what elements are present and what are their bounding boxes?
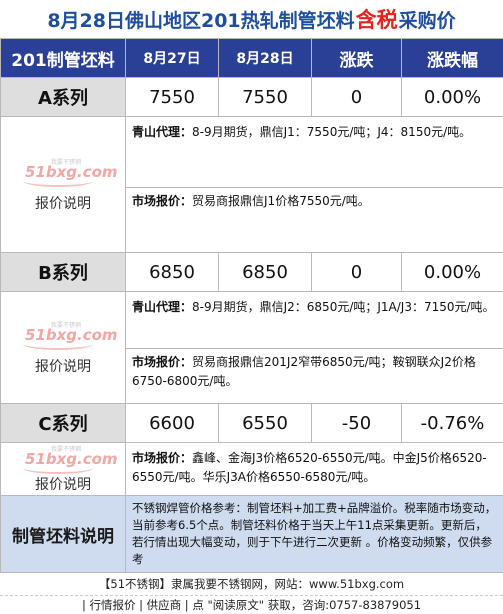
note-bold: 市场报价：: [132, 355, 192, 369]
table-row: C系列 6600 6550 -50 -0.76%: [1, 404, 503, 443]
note-label-cell: 我要不锈钢 51bxg.com 报价说明: [1, 443, 126, 496]
note-block-1: 市场报价：鑫峰、金海J3价格6520-6550元/吨。中金J5价格6520-65…: [132, 445, 497, 491]
title-part1: 8月28日佛山地区201热轧制管坯料: [47, 6, 354, 33]
header-date-27: 8月27日: [126, 39, 219, 78]
header-date-28: 8月28日: [219, 39, 312, 78]
page-title: 8月28日佛山地区201热轧制管坯料含税采购价: [0, 0, 503, 38]
price-27: 7550: [126, 78, 219, 117]
series-name: C系列: [1, 404, 126, 443]
bottom-line-1: 【51不锈钢】隶属我要不锈钢网，网站：www.51bxg.com: [0, 576, 503, 593]
footer-row: 制管坯料说明 不锈钢焊管价格参考：制管坯料+加工费+品牌溢价。税率随市场变动，当…: [1, 496, 503, 573]
price-change: -50: [312, 404, 402, 443]
note-block-2: 市场报价：贸易商报鼎信201J2窄带6850元/吨；鞍钢联众J2价格6750-6…: [126, 348, 503, 401]
price-change-pct: -0.76%: [402, 404, 503, 443]
watermark-logo: 我要不锈钢 51bxg.com: [25, 320, 101, 348]
watermark-arc: [23, 338, 93, 350]
footer-label: 制管坯料说明: [1, 496, 126, 573]
footer-text: 不锈钢焊管价格参考：制管坯料+加工费+品牌溢价。税率随市场变动，当前参考6.5个…: [126, 496, 503, 573]
note-row: 我要不锈钢 51bxg.com 报价说明 青山代理：8-9月期货，鼎信J2：68…: [1, 292, 503, 404]
series-name: A系列: [1, 78, 126, 117]
note-row: 我要不锈钢 51bxg.com 报价说明 青山代理：8-9月期货，鼎信J1：75…: [1, 117, 503, 253]
note-label-cell: 我要不锈钢 51bxg.com 报价说明: [1, 117, 126, 253]
title-part2: 采购价: [399, 6, 456, 33]
note-label: 报价说明: [35, 359, 91, 375]
price-28: 7550: [219, 78, 312, 117]
price-change-pct: 0.00%: [402, 253, 503, 292]
price-28: 6850: [219, 253, 312, 292]
note-text-cell: 青山代理：8-9月期货，鼎信J2：6850元/吨；J1A/J3：7150元/吨。…: [126, 292, 503, 404]
table-row: A系列 7550 7550 0 0.00%: [1, 78, 503, 117]
note-block-2: 市场报价：贸易商报鼎信J1价格7550元/吨。: [126, 187, 503, 250]
table-row: B系列 6850 6850 0 0.00%: [1, 253, 503, 292]
price-change: 0: [312, 78, 402, 117]
note-block-1: 青山代理：8-9月期货，鼎信J2：6850元/吨；J1A/J3：7150元/吨。: [132, 294, 497, 348]
header-change-pct: 涨跌幅: [402, 39, 503, 78]
watermark-arc: [23, 462, 93, 474]
note-text-cell: 青山代理：8-9月期货，鼎信J1：7550元/吨；J4：8150元/吨。 市场报…: [126, 117, 503, 253]
title-highlight: 含税: [356, 4, 398, 34]
note-bold: 市场报价：: [132, 194, 192, 208]
bottom-line-2: | 行情报价 | 供应商 | 点 "阅读原文" 获取，咨询:0757-83879…: [0, 595, 503, 614]
price-change: 0: [312, 253, 402, 292]
price-27: 6850: [126, 253, 219, 292]
note-label: 报价说明: [35, 196, 91, 212]
note-bold: 青山代理：: [132, 125, 192, 139]
header-product: 201制管坯料: [1, 39, 126, 78]
watermark-logo: 我要不锈钢 51bxg.com: [25, 444, 101, 472]
note-label-cell: 我要不锈钢 51bxg.com 报价说明: [1, 292, 126, 404]
price-27: 6600: [126, 404, 219, 443]
note-bold: 市场报价：: [132, 451, 192, 465]
note-row: 我要不锈钢 51bxg.com 报价说明 市场报价：鑫峰、金海J3价格6520-…: [1, 443, 503, 496]
bottom-info: 【51不锈钢】隶属我要不锈钢网，网站：www.51bxg.com | 行情报价 …: [0, 573, 503, 614]
price-change-pct: 0.00%: [402, 78, 503, 117]
series-name: B系列: [1, 253, 126, 292]
table-header: 201制管坯料 8月27日 8月28日 涨跌 涨跌幅: [1, 39, 503, 78]
note-text: 8-9月期货，鼎信J2：6850元/吨；J1A/J3：7150元/吨。: [192, 300, 495, 314]
header-change: 涨跌: [312, 39, 402, 78]
watermark-logo: 我要不锈钢 51bxg.com: [25, 157, 101, 185]
note-text: 8-9月期货，鼎信J1：7550元/吨；J4：8150元/吨。: [192, 125, 471, 139]
note-bold: 青山代理：: [132, 300, 192, 314]
note-label: 报价说明: [35, 477, 91, 493]
note-block-1: 青山代理：8-9月期货，鼎信J1：7550元/吨；J4：8150元/吨。: [132, 119, 497, 187]
watermark-arc: [23, 175, 93, 187]
note-text: 贸易商报鼎信J1价格7550元/吨。: [192, 194, 370, 208]
price-table: 201制管坯料 8月27日 8月28日 涨跌 涨跌幅 A系列 7550 7550…: [0, 38, 503, 573]
price-28: 6550: [219, 404, 312, 443]
note-text-cell: 市场报价：鑫峰、金海J3价格6520-6550元/吨。中金J5价格6520-65…: [126, 443, 503, 496]
